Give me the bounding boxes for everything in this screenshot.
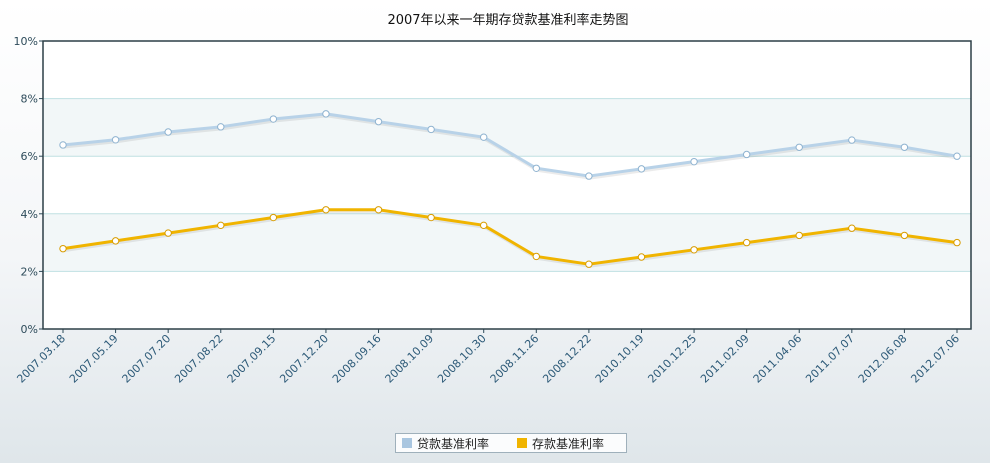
data-point [59,141,67,149]
x-tick-label: 2007.05.19 [67,332,121,386]
data-point [848,136,856,144]
data-point [374,117,383,126]
plot-area [43,41,971,329]
data-point [164,229,172,237]
series-1 [59,206,961,268]
y-tick-label: 6% [21,150,38,163]
data-point [322,206,330,214]
data-point [532,252,540,261]
data-point [480,221,488,230]
plot-frame [42,40,972,330]
x-tick-label: 2008.11.26 [488,332,542,386]
legend-label-deposit: 存款基准利率 [532,436,605,451]
legend-item-loan: 贷款基准利率 [402,435,511,452]
data-point [480,133,488,141]
data-point [532,164,540,172]
legend-label-loan: 贷款基准利率 [417,436,490,451]
x-tick-label: 2008.10.30 [435,332,489,386]
data-point [742,238,751,247]
data-point [900,143,909,151]
data-point [427,125,435,134]
y-tick-label: 8% [21,93,38,106]
data-point [637,253,646,261]
data-point [848,224,856,232]
x-tick-label: 2010.10.19 [593,332,647,386]
y-tick-label: 2% [21,265,38,278]
data-point [269,213,278,222]
data-point [953,152,961,160]
data-point [585,172,593,180]
data-point [690,157,698,166]
data-point [217,123,225,131]
chart-title: 2007年以来一年期存贷款基准利率走势图 [387,12,628,28]
data-point [427,213,435,222]
data-point [637,165,646,173]
x-tick-label: 2012.06.08 [856,332,910,386]
x-tick-label: 2007.12.20 [277,332,331,386]
x-tick-label: 2007.07.20 [120,332,174,386]
grid-band [43,98,971,157]
data-point [111,237,120,245]
legend: 贷款基准利率 存款基准利率 [395,433,627,453]
x-tick-label: 2010.12.25 [645,332,699,386]
x-tick-label: 2011.07.07 [803,332,857,386]
data-point [374,206,383,214]
data-point [111,136,120,144]
plot-border [42,40,972,330]
data-point [795,143,803,151]
x-tick-label: 2011.04.06 [751,332,805,386]
x-tick-label: 2007.09.15 [225,332,279,386]
y-axis-ticks: 0% 2% 4% 6% 8% 10% [14,35,43,336]
data-point [217,221,225,230]
legend-item-deposit: 存款基准利率 [517,435,626,452]
data-point [269,115,278,123]
y-tick-label: 4% [21,208,38,221]
data-point [585,260,593,268]
grid-band [43,213,971,272]
data-point [795,231,803,240]
data-point [164,128,172,136]
y-tick-label: 10% [14,35,38,48]
data-point [59,244,67,253]
data-point [322,110,330,118]
x-axis-ticks: 2007.03.182007.05.192007.07.202007.08.22… [14,329,962,386]
x-tick-label: 2007.08.22 [172,332,226,386]
data-point [690,246,698,254]
legend-swatch-loan [402,438,412,448]
x-tick-label: 2008.10.09 [383,332,437,386]
plot-background [43,41,971,329]
data-point [953,238,961,247]
x-tick-label: 2011.02.09 [698,332,752,386]
series-layer [59,110,961,268]
x-tick-label: 2012.07.06 [908,332,962,386]
series-0 [59,110,961,180]
legend-swatch-deposit [517,438,527,448]
x-tick-label: 2008.09.16 [330,332,384,386]
y-tick-label: 0% [21,323,38,336]
data-point [742,150,751,159]
data-point [900,231,909,240]
series-line [62,208,958,266]
x-tick-label: 2008.12.22 [540,332,594,386]
series-line [62,112,958,178]
x-tick-label: 2007.03.18 [14,332,68,386]
